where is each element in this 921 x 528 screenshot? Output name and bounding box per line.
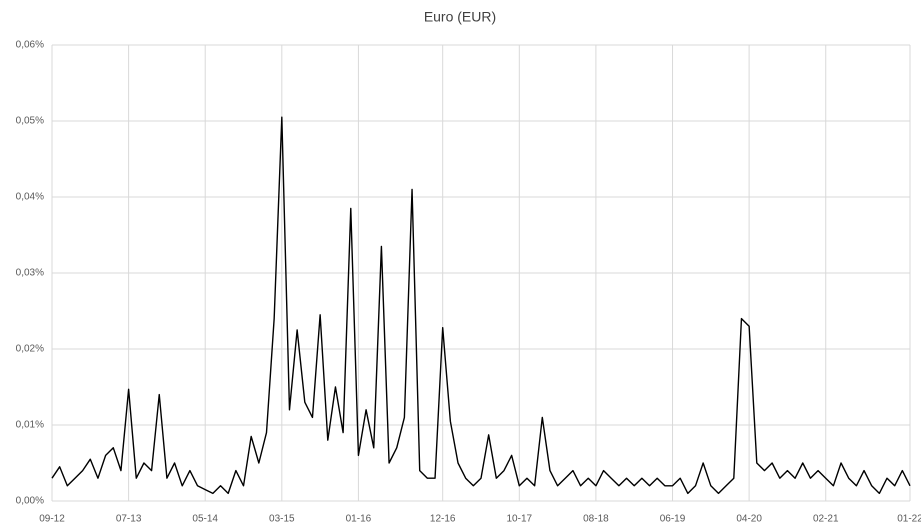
y-tick-label: 0,02% — [16, 344, 44, 355]
chart-title: Euro (EUR) — [424, 9, 496, 25]
x-tick-label: 01-16 — [346, 514, 372, 525]
x-tick-label: 09-12 — [39, 514, 65, 525]
x-tick-label: 12-16 — [430, 514, 456, 525]
y-tick-label: 0,05% — [16, 116, 44, 127]
y-tick-label: 0,03% — [16, 268, 44, 279]
y-tick-label: 0,00% — [16, 496, 44, 507]
x-tick-label: 06-19 — [660, 514, 686, 525]
x-tick-label: 07-13 — [116, 514, 142, 525]
x-tick-label: 01-22 — [897, 514, 921, 525]
line-series — [51, 116, 911, 495]
y-tick-label: 0,01% — [16, 420, 44, 431]
x-tick-label: 05-14 — [192, 514, 218, 525]
y-tick-label: 0,06% — [16, 40, 44, 51]
x-tick-label: 03-15 — [269, 514, 295, 525]
x-tick-label: 10-17 — [507, 514, 533, 525]
y-tick-label: 0,04% — [16, 192, 44, 203]
x-tick-label: 08-18 — [583, 514, 609, 525]
x-tick-label: 04-20 — [736, 514, 762, 525]
x-tick-label: 02-21 — [813, 514, 839, 525]
